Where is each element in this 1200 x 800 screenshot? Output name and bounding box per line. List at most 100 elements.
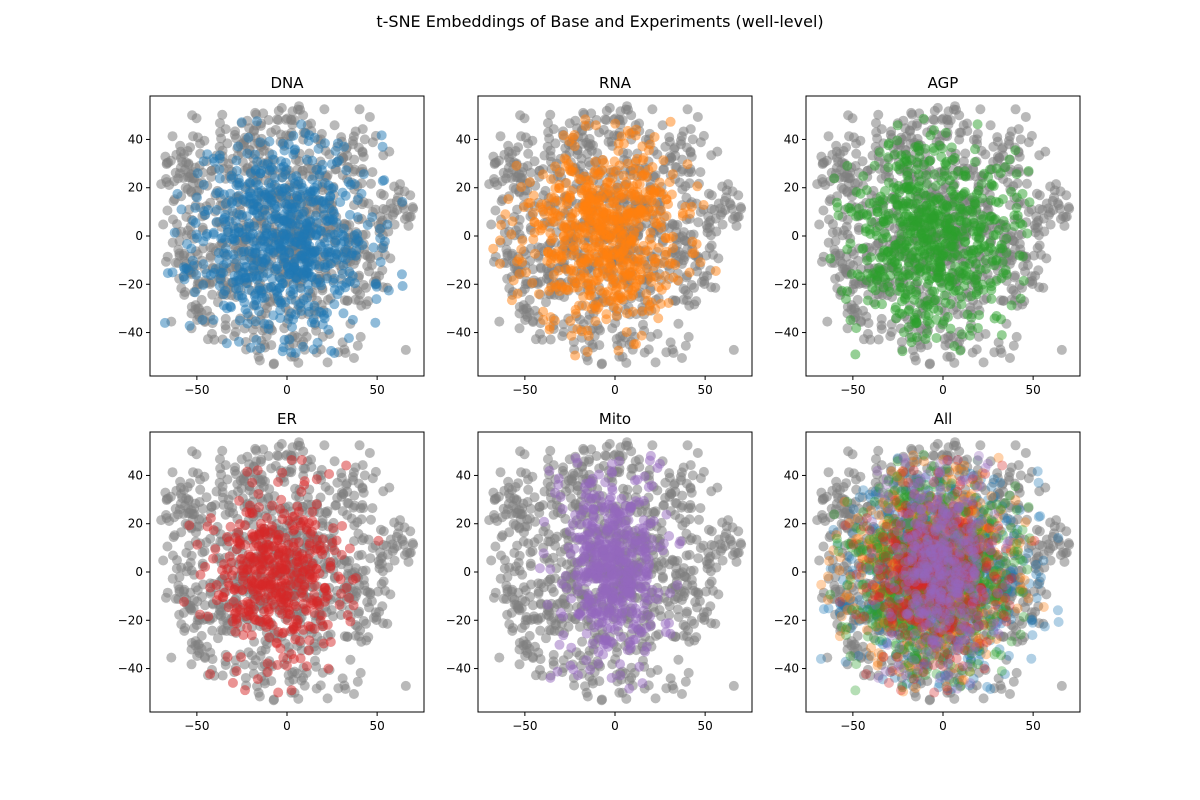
point-rna (628, 170, 639, 181)
point-rna (488, 243, 499, 254)
base-point (311, 325, 322, 336)
point-agp (878, 247, 889, 258)
point-rna (632, 253, 643, 264)
point-rna (516, 182, 527, 193)
point-rna (593, 302, 604, 313)
point-dna (198, 179, 209, 190)
base-point (367, 503, 378, 514)
point-dna (287, 173, 298, 184)
base-point (667, 344, 678, 355)
point-dna (181, 239, 192, 250)
base-point (706, 190, 717, 201)
point-dna (259, 159, 270, 170)
base-point (486, 219, 497, 230)
base-point (196, 294, 207, 305)
point-dna (349, 278, 360, 289)
point-dna (288, 130, 299, 141)
point-agp (940, 127, 951, 138)
point-rna (622, 308, 633, 319)
base-point (248, 125, 259, 136)
point-agp (877, 299, 888, 310)
base-point (1038, 282, 1049, 293)
point-agp (1011, 169, 1022, 180)
point-dna (375, 257, 386, 268)
point-rna (546, 192, 557, 203)
point-rna (517, 235, 528, 246)
point-agp (862, 295, 873, 306)
base-point (269, 358, 280, 369)
point-agp (931, 332, 942, 343)
base-point (364, 111, 375, 122)
point-agp (980, 264, 991, 275)
base-point (858, 305, 869, 316)
point-rna (517, 257, 528, 268)
point-dna (255, 168, 266, 179)
base-point (928, 114, 939, 125)
point-dna (264, 187, 275, 198)
point-agp (986, 284, 997, 295)
base-point (207, 625, 218, 636)
point-dna (307, 174, 318, 185)
point-rna (567, 213, 578, 224)
point-dna (233, 336, 244, 347)
point-agp (1000, 162, 1011, 173)
point-rna (582, 256, 593, 267)
base-point (975, 104, 986, 115)
point-rna (608, 291, 619, 302)
point-rna (569, 250, 580, 261)
point-rna (692, 181, 703, 192)
point-rna (649, 131, 660, 142)
base-point (1040, 146, 1051, 157)
point-agp (986, 195, 997, 206)
point-dna (198, 259, 209, 270)
point-dna (202, 229, 213, 240)
base-point (342, 295, 353, 306)
point-rna (506, 229, 517, 240)
point-agp (940, 238, 951, 249)
base-point (1058, 211, 1069, 222)
base-point (995, 344, 1006, 355)
point-dna (303, 191, 314, 202)
point-rna (651, 272, 662, 283)
base-point (363, 296, 374, 307)
point-rna (542, 256, 553, 267)
base-point (1003, 135, 1014, 146)
point-rna (618, 138, 629, 149)
point-rna (634, 179, 645, 190)
point-rna (567, 132, 578, 143)
base-point (217, 109, 228, 120)
point-agp (869, 160, 880, 171)
base-point (675, 135, 686, 146)
point-agp (969, 197, 980, 208)
point-dna (176, 204, 187, 215)
point-agp (971, 287, 982, 298)
subplot-title: DNA (270, 74, 304, 92)
point-rna (605, 259, 616, 270)
point-agp (920, 300, 931, 311)
base-point (1041, 253, 1052, 264)
point-rna (533, 219, 544, 230)
point-agp (948, 286, 959, 297)
point-rna (583, 214, 594, 225)
point-agp (932, 205, 943, 216)
point-rna (576, 326, 587, 337)
point-rna (595, 285, 606, 296)
base-point (831, 146, 842, 157)
point-rna (566, 330, 577, 341)
base-point (1004, 353, 1015, 364)
point-dna (377, 175, 388, 186)
base-point (490, 205, 501, 216)
base-point (407, 202, 418, 213)
y-tick-label: −20 (446, 277, 471, 291)
base-point (998, 295, 1009, 306)
base-point (852, 294, 863, 305)
point-agp (906, 252, 917, 263)
base-point (279, 323, 290, 334)
point-dna (279, 183, 290, 194)
point-agp (972, 323, 983, 334)
base-point (387, 203, 398, 214)
x-tick-label: 50 (369, 383, 384, 397)
base-point (293, 357, 304, 368)
base-point (175, 146, 186, 157)
